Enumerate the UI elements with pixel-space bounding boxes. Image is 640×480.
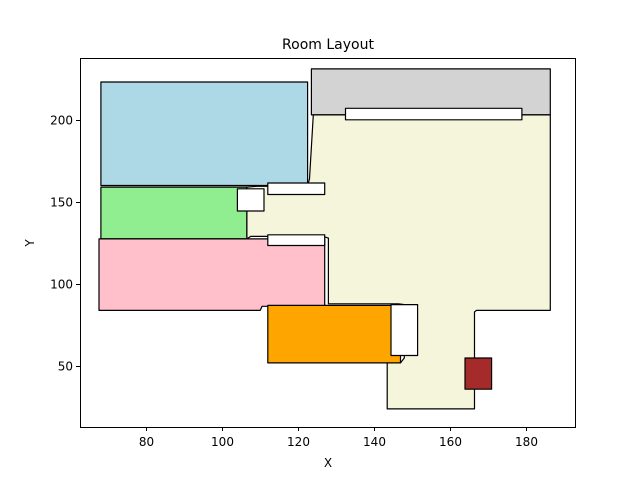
y-tick-label: 100: [50, 278, 73, 292]
feature-top-bar: [344, 107, 523, 121]
y-axis-ticks: 50 100 150 200: [50, 114, 80, 374]
chart-title: Room Layout: [282, 37, 374, 53]
y-tick-label: 150: [50, 196, 73, 210]
x-axis-ticks: 80 100 120 140 160 180: [139, 427, 538, 449]
room-green: [100, 186, 248, 240]
room-pink: [98, 238, 326, 311]
feature-dark-red-box: [464, 357, 493, 390]
room-orange: [267, 304, 402, 364]
room-shapes: [98, 68, 551, 410]
y-tick-label: 200: [50, 114, 73, 128]
x-tick-label: 160: [439, 435, 462, 449]
feature-small-box: [236, 188, 265, 212]
x-tick-label: 100: [211, 435, 234, 449]
x-tick-label: 80: [139, 435, 154, 449]
plot-frame: [80, 58, 576, 428]
x-tick-label: 120: [287, 435, 310, 449]
feature-bar-lower: [267, 234, 326, 247]
y-tick-label: 50: [58, 360, 73, 374]
y-axis-label: Y: [23, 239, 37, 248]
x-tick-label: 180: [515, 435, 538, 449]
x-axis-label: X: [324, 456, 332, 470]
feature-bar-upper: [267, 182, 326, 196]
room-blue: [100, 81, 309, 187]
x-tick-label: 140: [363, 435, 386, 449]
feature-tall-box: [390, 304, 419, 357]
